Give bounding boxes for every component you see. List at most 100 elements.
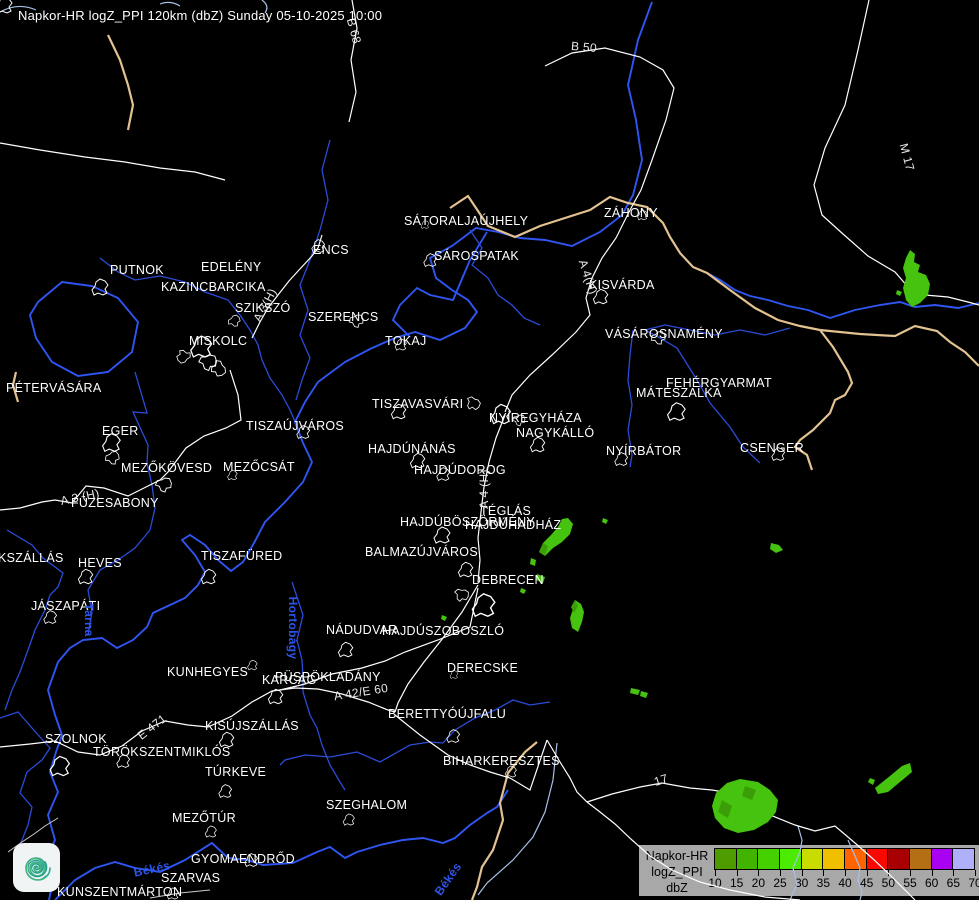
city-label-kazincbarcika: KAZINCBARCIKA <box>161 280 266 294</box>
city-label-beretty-jfalu: BERETTYÓÚJFALU <box>388 707 507 721</box>
road-label-e-471: E 471 <box>134 711 170 743</box>
city-label-hajd-n-n-s: HAJDÚNÁNÁS <box>368 442 456 456</box>
city-label-szerencs: SZERENCS <box>308 310 379 324</box>
city-label-t-r-kszentmikl-s: TÖRÖKSZENTMIKLÓS <box>93 745 231 759</box>
road-label-17: 17 <box>652 771 670 789</box>
radar-echoes-layer <box>441 250 930 833</box>
city-label-z-hony: ZÁHONY <box>604 206 658 220</box>
city-label-szeghalom: SZEGHALOM <box>326 798 408 812</box>
city-label-tiszavasv-ri: TISZAVASVÁRI <box>372 397 464 411</box>
colorbar <box>714 848 976 870</box>
radar-app-logo <box>13 843 60 892</box>
city-label-edel-ny: EDELÉNY <box>201 260 262 274</box>
country-border-layer <box>11 34 979 900</box>
radar-echo <box>602 518 608 524</box>
colorbar-tick-35: 35 <box>816 876 831 890</box>
city-label-mez-cs-t: MEZŐCSÁT <box>223 460 295 474</box>
radar-echo <box>571 600 578 613</box>
radar-echo <box>875 763 912 794</box>
city-label-biharkeresztes: BIHARKERESZTES <box>443 754 560 768</box>
radar-echo <box>570 600 584 632</box>
colorbar-cell-65 <box>952 848 976 870</box>
colorbar-cell-20 <box>757 848 781 870</box>
legend-product-label: Napkor-HR <box>645 849 709 863</box>
city-label-ny-rb-tor: NYÍRBÁTOR <box>606 444 682 458</box>
city-label-ksz-ll-s: KSZÁLLÁS <box>0 551 64 565</box>
radar-echo <box>770 543 783 553</box>
radar-echo <box>712 779 778 833</box>
colorbar-tick-50: 50 <box>881 876 896 890</box>
legend-text-block: Napkor-HR logZ_PPI dbZ <box>639 845 715 896</box>
city-label-hajd-szoboszl: HAJDÚSZOBOSZLÓ <box>382 624 505 638</box>
colorbar-tickline <box>975 870 976 876</box>
city-label-tokaj: TOKAJ <box>385 334 427 348</box>
road-label-m-17: M 17 <box>896 141 918 173</box>
city-label-mez-t-r: MEZŐTÚR <box>172 811 236 825</box>
city-label-f-zesabony: FÜZESABONY <box>71 496 159 510</box>
radar-echo <box>640 691 648 698</box>
colorbar-block: 10 15 20 25 30 35 40 45 50 55 60 65 70 <box>708 845 979 896</box>
city-label-tiszaf-red: TISZAFÜRED <box>201 549 283 563</box>
city-label-n-dudvar: NÁDUDVAR <box>326 623 398 637</box>
colorbar-tick-20: 20 <box>751 876 766 890</box>
city-label-csenger: CSENGER <box>740 441 804 455</box>
colorbar-cell-30 <box>800 848 824 870</box>
city-label-feh-rgyarmat: FEHÉRGYARMAT <box>666 376 772 390</box>
city-label-kisv-rda: KISVÁRDA <box>589 278 655 292</box>
colorbar-cell-15 <box>735 848 759 870</box>
colorbar-tick-40: 40 <box>838 876 852 890</box>
city-label-karcag: KARCAG <box>262 673 317 687</box>
radar-echo <box>742 786 756 800</box>
colorbar-tick-15: 15 <box>729 876 744 890</box>
city-label-szolnok: SZOLNOK <box>45 732 107 746</box>
colorbar-cell-35 <box>822 848 846 870</box>
colorbar-tick-10: 10 <box>708 876 722 890</box>
road-label-a-4-h: A 4(H) <box>575 257 601 297</box>
city-label-hajd-b-sz-rm-ny: HAJDÚBÖSZÖRMÉNY <box>400 515 536 529</box>
city-label-t-gl-s: TÉGLÁS <box>480 504 532 518</box>
city-label-kunszentm-rton: KUNSZENTMÁRTON <box>57 885 183 899</box>
city-label-p-terv-s-ra: PÉTERVÁSÁRA <box>6 381 102 395</box>
city-label-heves: HEVES <box>78 556 122 570</box>
river-label-tarna: Tarna <box>82 603 96 637</box>
map-title: Napkor-HR logZ_PPI 120km (dbZ) Sunday 05… <box>18 8 383 23</box>
road-label-a-3-h: A 3(H) <box>250 285 280 325</box>
colorbar-tick-45: 45 <box>859 876 874 890</box>
city-label-putnok: PUTNOK <box>110 263 164 277</box>
city-label-sziksz: SZIKSZÓ <box>235 301 291 315</box>
radar-echo <box>630 688 640 695</box>
colorbar-tickline <box>931 870 933 876</box>
city-label-szarvas: SZARVAS <box>161 871 221 885</box>
city-label-t-rkeve: TÚRKEVE <box>205 765 267 779</box>
colorbar-ticks: 10 15 20 25 30 35 40 45 50 55 60 65 70 <box>708 870 979 894</box>
city-label-v-s-rosnam-ny: VÁSÁROSNAMÉNY <box>605 327 723 341</box>
city-label-mez-k-vesd: MEZŐKÖVESD <box>121 461 213 475</box>
city-label-j-szap-ti: JÁSZAPÁTI <box>31 599 101 613</box>
colorbar-tick-55: 55 <box>903 876 917 890</box>
city-label-s-toralja-jhely: SÁTORALJAÚJHELY <box>404 214 529 228</box>
city-label-balmaz-jv-ros: BALMAZÚJVÁROS <box>365 545 478 559</box>
colorbar-tickline <box>953 870 955 876</box>
city-label-derecske: DERECSKE <box>447 661 519 675</box>
radar-echo <box>536 574 545 583</box>
colorbar-cell-50 <box>887 848 911 870</box>
city-label-hajd-hadh-z: HAJDÚHADHÁZ <box>465 518 562 532</box>
road-label-b-50: B 50 <box>570 38 598 56</box>
road-label-a-4-h: A 4 (H) <box>477 469 491 509</box>
city-label-tisza-jv-ros: TISZAÚJVÁROS <box>246 419 345 433</box>
city-label-debrecen: DEBRECEN <box>472 573 544 587</box>
colorbar-cell-45 <box>865 848 889 870</box>
river-label-b-k-s: Békés <box>132 858 172 880</box>
road-label-a-42-e-60: A 42/E 60 <box>332 680 390 704</box>
city-label-p-sp-klad-ny: PÜSPÖKLADÁNY <box>275 670 381 684</box>
city-label-miskolc: MISKOLC <box>189 334 248 348</box>
colorbar-tick-65: 65 <box>946 876 961 890</box>
city-label-m-t-szalka: MÁTÉSZALKA <box>636 386 722 400</box>
colorbar-legend: Napkor-HR logZ_PPI dbZ 10 15 20 25 30 35 40 45 5… <box>639 845 979 896</box>
colorbar-tick-25: 25 <box>773 876 787 890</box>
colorbar-tick-70: 70 <box>968 876 979 890</box>
